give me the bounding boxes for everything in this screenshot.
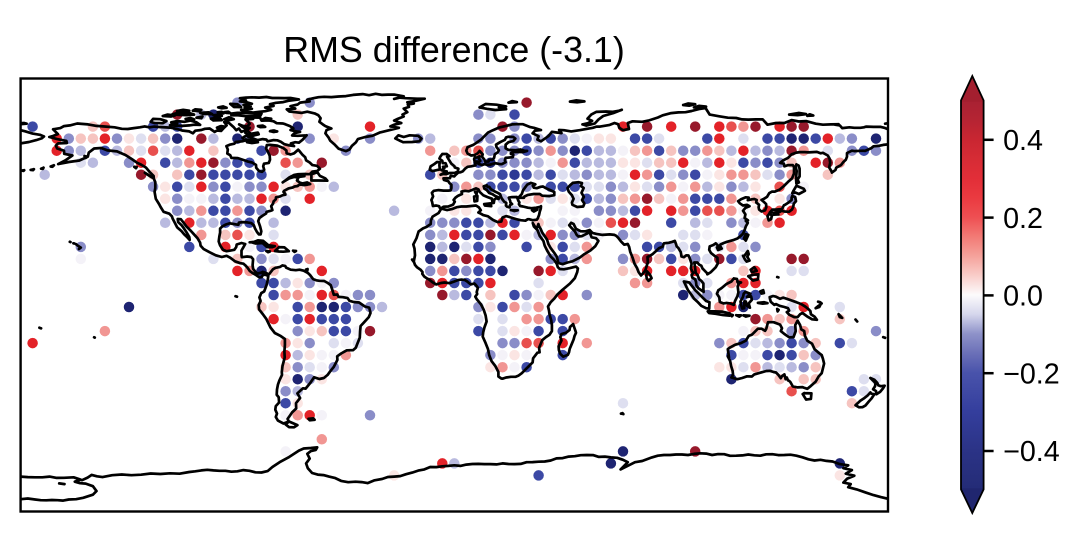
svg-text:0.4: 0.4 <box>1003 125 1043 157</box>
svg-text:0.2: 0.2 <box>1003 203 1043 235</box>
svg-text:−0.2: −0.2 <box>1003 358 1060 390</box>
svg-text:−0.4: −0.4 <box>1003 436 1060 468</box>
svg-text:RMS difference (-3.1): RMS difference (-3.1) <box>283 30 625 70</box>
svg-text:0.0: 0.0 <box>1003 281 1043 313</box>
